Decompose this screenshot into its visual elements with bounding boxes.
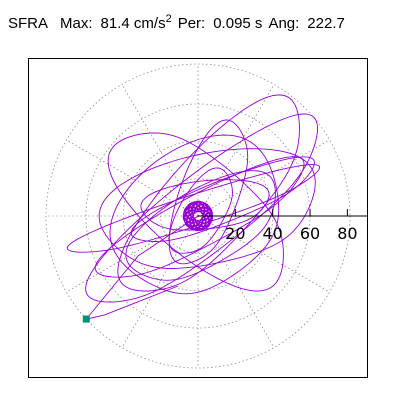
orbit-loop-8 [66, 164, 321, 253]
orbit-loop-7 [140, 179, 270, 231]
orbit-loop-4 [117, 94, 300, 292]
orbit-loop-6 [109, 134, 280, 295]
orbit-trace [66, 94, 321, 320]
orbit-plot: 20 40 60 80 [28, 58, 368, 378]
orbit-loop-10 [107, 132, 284, 292]
orbit-loop-1 [85, 113, 318, 303]
radial-tick-label-60: 60 [300, 224, 320, 243]
component-name: SFRA [8, 15, 49, 32]
grid-spoke-210 [66, 215, 199, 293]
orbit-loop-5 [130, 156, 315, 242]
grid-spoke-60 [197, 84, 275, 217]
grid-spoke-30 [197, 139, 330, 217]
radial-tick-label-80: 80 [337, 224, 357, 243]
angle-value: 222.7 [307, 15, 345, 32]
grid-spoke-330 [197, 215, 330, 293]
angle-label: Ang: [268, 15, 300, 32]
grid-spoke-300 [197, 215, 275, 348]
max-unit-exponent: 2 [165, 13, 172, 25]
orbit-loop-12 [168, 119, 249, 265]
plot-frame [28, 58, 368, 378]
peak-marker [82, 315, 90, 323]
chart-header: SFRA Max: 81.4 cm/s2 Per: 0.095 s Ang: 222.7 [8, 12, 400, 36]
orbit-peak-excursion [85, 215, 199, 320]
peak-marker-group [82, 315, 90, 323]
radial-tick-label-20: 20 [225, 224, 245, 243]
max-label: Max: [60, 15, 93, 32]
orbit-loop-11 [125, 170, 276, 281]
orbit-loop-3 [98, 148, 316, 269]
grid-spoke-240 [121, 215, 199, 348]
period-value: 0.095 s [213, 15, 263, 32]
max-unit: cm/s [133, 15, 166, 32]
radial-axis: 20 40 60 80 [198, 209, 368, 243]
radial-tick-label-40: 40 [263, 224, 283, 243]
max-value: 81.4 [100, 15, 130, 32]
period-label: Per: [177, 15, 206, 32]
